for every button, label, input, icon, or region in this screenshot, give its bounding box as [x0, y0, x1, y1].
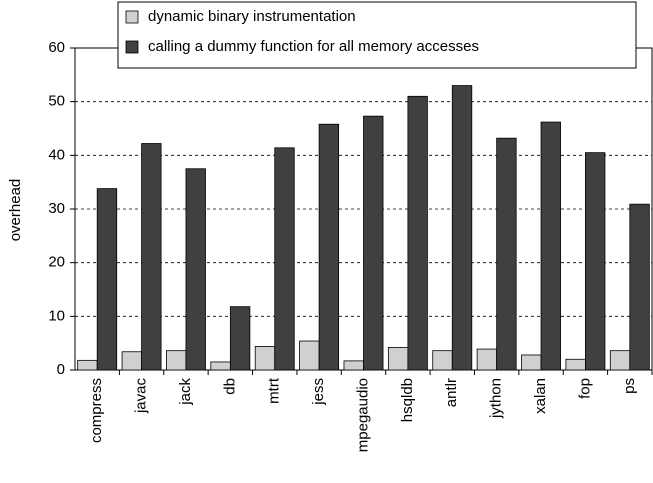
- x-tick-label: compress: [88, 378, 105, 443]
- bar: [565, 358, 586, 371]
- bar: [540, 121, 561, 371]
- x-tick-label: antlr: [443, 378, 460, 407]
- y-tick-label: 30: [48, 200, 65, 217]
- x-tick-label: jython: [488, 378, 505, 419]
- y-tick-label: 60: [48, 39, 65, 56]
- y-axis-label: overhead: [7, 179, 24, 242]
- x-tick-label: ps: [621, 378, 638, 394]
- x-tick-label: fop: [576, 378, 593, 399]
- bar: [387, 347, 409, 371]
- legend-label: dynamic binary instrumentation: [148, 8, 356, 25]
- bar: [229, 306, 251, 371]
- bar: [254, 345, 276, 371]
- x-tick-label: javac: [133, 378, 150, 415]
- bar: [521, 354, 542, 371]
- x-tick-label: hsqldb: [399, 378, 416, 422]
- bar: [343, 360, 364, 371]
- legend-label: calling a dummy function for all memory …: [148, 38, 479, 55]
- bar: [141, 143, 162, 371]
- bar: [96, 188, 118, 371]
- legend-swatch: [125, 10, 139, 24]
- bar: [476, 348, 498, 371]
- bar: [299, 340, 320, 371]
- y-tick-label: 50: [48, 93, 65, 110]
- x-tick-label: mpegaudio: [354, 378, 371, 452]
- bar: [407, 95, 428, 371]
- bar: [451, 85, 473, 371]
- bar: [185, 168, 206, 371]
- x-tick-label: db: [221, 378, 238, 395]
- x-tick-label: mtrt: [266, 377, 283, 404]
- bar: [496, 137, 517, 371]
- bar: [629, 203, 650, 371]
- legend-box: [117, 1, 637, 69]
- bar: [274, 147, 295, 371]
- x-tick-label: xalan: [532, 378, 549, 414]
- y-tick-label: 0: [57, 361, 65, 378]
- bar: [166, 350, 187, 371]
- legend-swatch: [125, 40, 139, 54]
- bar: [363, 115, 384, 371]
- bar: [77, 359, 98, 371]
- bar: [609, 350, 631, 371]
- y-tick-label: 40: [48, 146, 65, 163]
- y-tick-label: 20: [48, 254, 65, 271]
- bar: [210, 361, 231, 371]
- x-tick-label: jess: [310, 378, 327, 406]
- bar: [318, 123, 340, 371]
- x-tick-label: jack: [177, 378, 194, 406]
- y-tick-label: 10: [48, 307, 65, 324]
- bar: [121, 351, 142, 371]
- bar: [432, 350, 453, 371]
- bar: [585, 152, 606, 371]
